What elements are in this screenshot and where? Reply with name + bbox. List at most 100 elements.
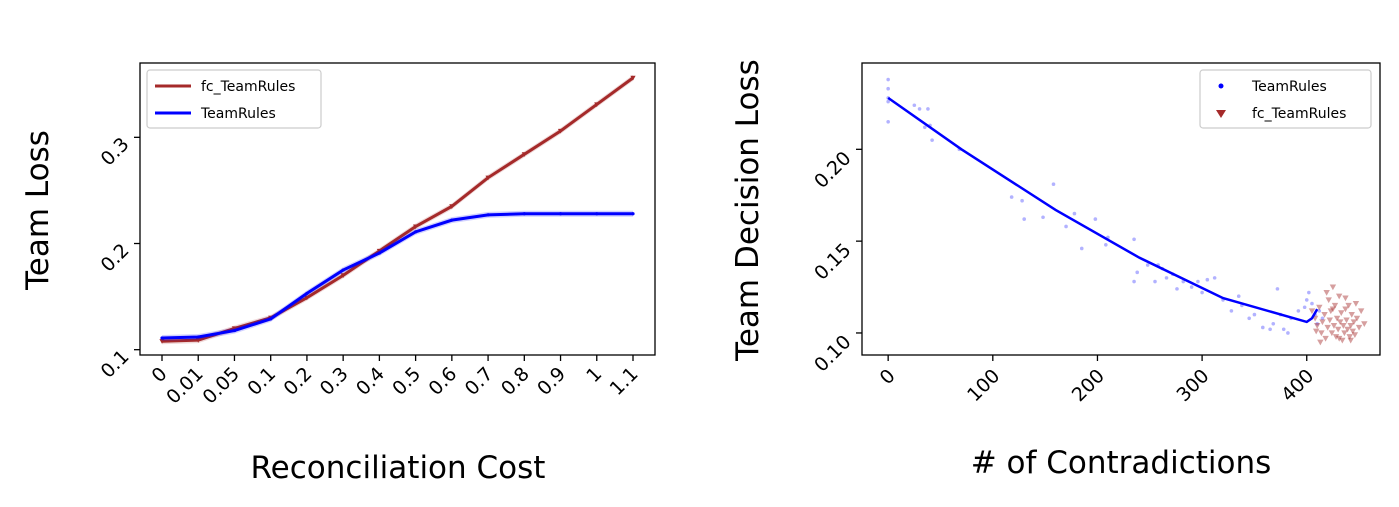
right-point-teamrules bbox=[1200, 290, 1204, 295]
right-x-tick-label: 0 bbox=[876, 365, 900, 389]
right-legend-label-fc-teamrules: fc_TeamRules bbox=[1252, 106, 1346, 122]
left-point-teamrules bbox=[450, 218, 454, 222]
right-point-fc-teamrules bbox=[1328, 330, 1336, 337]
right-point-teamrules bbox=[1281, 327, 1286, 332]
right-point-fc-teamrules bbox=[1322, 335, 1329, 342]
right-point-fc-teamrules bbox=[1355, 324, 1363, 331]
right-point-teamrules bbox=[1205, 277, 1210, 282]
left-legend-label-fc-teamrules: fc_TeamRules bbox=[201, 79, 295, 95]
right-point-teamrules bbox=[1260, 325, 1265, 330]
right-point-fc-teamrules bbox=[1350, 319, 1358, 326]
right-point-teamrules bbox=[1307, 290, 1311, 295]
right-point-teamrules bbox=[1296, 309, 1301, 313]
right-point-fc-teamrules bbox=[1361, 321, 1368, 327]
right-point-fc-teamrules bbox=[1324, 324, 1331, 331]
left-x-tick-label: 0.6 bbox=[424, 363, 461, 400]
left-x-tick-label: 0.8 bbox=[497, 363, 534, 400]
right-legend-swatch-teamrules bbox=[1218, 83, 1224, 89]
right-point-fc-teamrules bbox=[1337, 319, 1344, 326]
left-point-teamrules bbox=[631, 212, 635, 216]
right-x-tick-label: 300 bbox=[1172, 365, 1213, 406]
right-point-teamrules bbox=[1164, 276, 1169, 280]
right-point-fc-teamrules bbox=[1339, 337, 1346, 344]
right-point-fc-teamrules bbox=[1338, 310, 1345, 316]
left-point-fc-teamrules bbox=[304, 295, 310, 301]
right-point-teamrules bbox=[1320, 316, 1325, 321]
left-x-tick-label: 1 bbox=[582, 363, 606, 387]
left-point-teamrules bbox=[160, 336, 164, 340]
left-series-group bbox=[159, 74, 636, 345]
right-point-teamrules bbox=[1132, 237, 1136, 242]
left-point-teamrules bbox=[377, 251, 381, 255]
right-point-fc-teamrules bbox=[1334, 326, 1342, 333]
left-point-teamrules bbox=[232, 328, 237, 333]
right-point-teamrules bbox=[1196, 279, 1200, 284]
right-point-teamrules bbox=[1041, 215, 1045, 220]
right-x-tick-label: 200 bbox=[1068, 365, 1109, 406]
left-y-tick-label: 0.3 bbox=[97, 133, 134, 170]
right-axes-frame bbox=[861, 62, 1381, 356]
right-point-fc-teamrules bbox=[1342, 295, 1349, 302]
right-point-teamrules bbox=[1022, 217, 1027, 221]
right-point-teamrules bbox=[930, 138, 934, 142]
left-point-teamrules bbox=[196, 335, 200, 339]
right-point-fc-teamrules bbox=[1325, 297, 1332, 304]
right-point-teamrules bbox=[1051, 182, 1056, 187]
right-point-fc-teamrules bbox=[1341, 330, 1348, 337]
right-point-fc-teamrules bbox=[1335, 293, 1343, 300]
right-point-teamrules bbox=[1175, 287, 1179, 291]
right-point-teamrules bbox=[1317, 309, 1322, 313]
left-line-teamrules bbox=[161, 212, 633, 340]
right-point-fc-teamrules bbox=[1340, 323, 1347, 329]
right-point-fc-teamrules bbox=[1332, 334, 1340, 340]
right-point-teamrules bbox=[1236, 294, 1241, 299]
right-x-axis-title: # of Contradictions bbox=[971, 445, 1272, 481]
left-point-fc-teamrules bbox=[594, 102, 600, 108]
right-point-fc-teamrules bbox=[1344, 326, 1351, 333]
right-point-teamrules bbox=[1286, 331, 1290, 335]
left-legend: fc_TeamRules TeamRules bbox=[146, 69, 322, 129]
right-point-fc-teamrules bbox=[1321, 312, 1328, 318]
right-point-teamrules bbox=[1315, 321, 1320, 326]
right-point-fc-teamrules bbox=[1330, 323, 1338, 329]
right-point-teamrules bbox=[1268, 327, 1272, 332]
right-point-fc-teamrules bbox=[1335, 335, 1343, 342]
left-y-ticks: 0.1 0.2 0.3 bbox=[97, 133, 140, 383]
left-point-teamrules bbox=[558, 212, 563, 216]
left-x-tick-label: 0.01 bbox=[162, 363, 207, 408]
right-point-fc-teamrules bbox=[1349, 328, 1356, 335]
right-x-tick-label: 100 bbox=[963, 365, 1004, 406]
right-point-fc-teamrules bbox=[1342, 306, 1349, 313]
left-axes-frame bbox=[139, 62, 656, 356]
right-point-fc-teamrules bbox=[1357, 308, 1365, 315]
left-point-fc-teamrules bbox=[413, 224, 419, 230]
right-point-fc-teamrules bbox=[1347, 337, 1354, 344]
left-point-teamrules bbox=[305, 291, 309, 296]
right-series-group bbox=[886, 77, 1368, 346]
left-point-teamrules bbox=[522, 212, 526, 216]
right-point-teamrules bbox=[1009, 195, 1014, 199]
right-point-teamrules bbox=[1212, 276, 1217, 280]
left-point-teamrules bbox=[269, 317, 273, 321]
right-x-tick-label: 400 bbox=[1277, 365, 1318, 406]
right-point-teamrules bbox=[1020, 198, 1024, 203]
right-point-fc-teamrules bbox=[1353, 315, 1361, 322]
right-point-teamrules bbox=[926, 107, 930, 111]
right-point-fc-teamrules bbox=[1347, 323, 1354, 329]
left-point-fc-teamrules bbox=[485, 175, 491, 181]
right-legend: TeamRules fc_TeamRules bbox=[1199, 69, 1372, 129]
left-line-fc-teamrules bbox=[161, 76, 634, 343]
left-y-axis-title: Team Loss bbox=[20, 130, 56, 291]
left-point-teamrules bbox=[341, 268, 345, 272]
left-x-ticks: 00.010.05 0.1 0.2 0.3 0.4 0.5 0.6 0.7 0.8 0.9 1 1.1 bbox=[147, 355, 643, 408]
left-x-tick-label: 0.2 bbox=[280, 363, 317, 400]
right-trend-line-teamrules bbox=[887, 96, 1319, 324]
right-point-teamrules bbox=[912, 103, 917, 108]
left-point-fc-teamrules bbox=[630, 75, 636, 81]
right-point-fc-teamrules bbox=[1331, 302, 1339, 309]
right-point-fc-teamrules bbox=[1343, 317, 1350, 324]
left-point-fc-teamrules bbox=[340, 273, 346, 278]
left-panel: 00.010.05 0.1 0.2 0.3 0.4 0.5 0.6 0.7 0.8 0.9 1 1.1… bbox=[20, 62, 656, 486]
left-point-fc-teamrules bbox=[449, 204, 455, 209]
left-y-tick-label: 0.1 bbox=[97, 346, 134, 383]
